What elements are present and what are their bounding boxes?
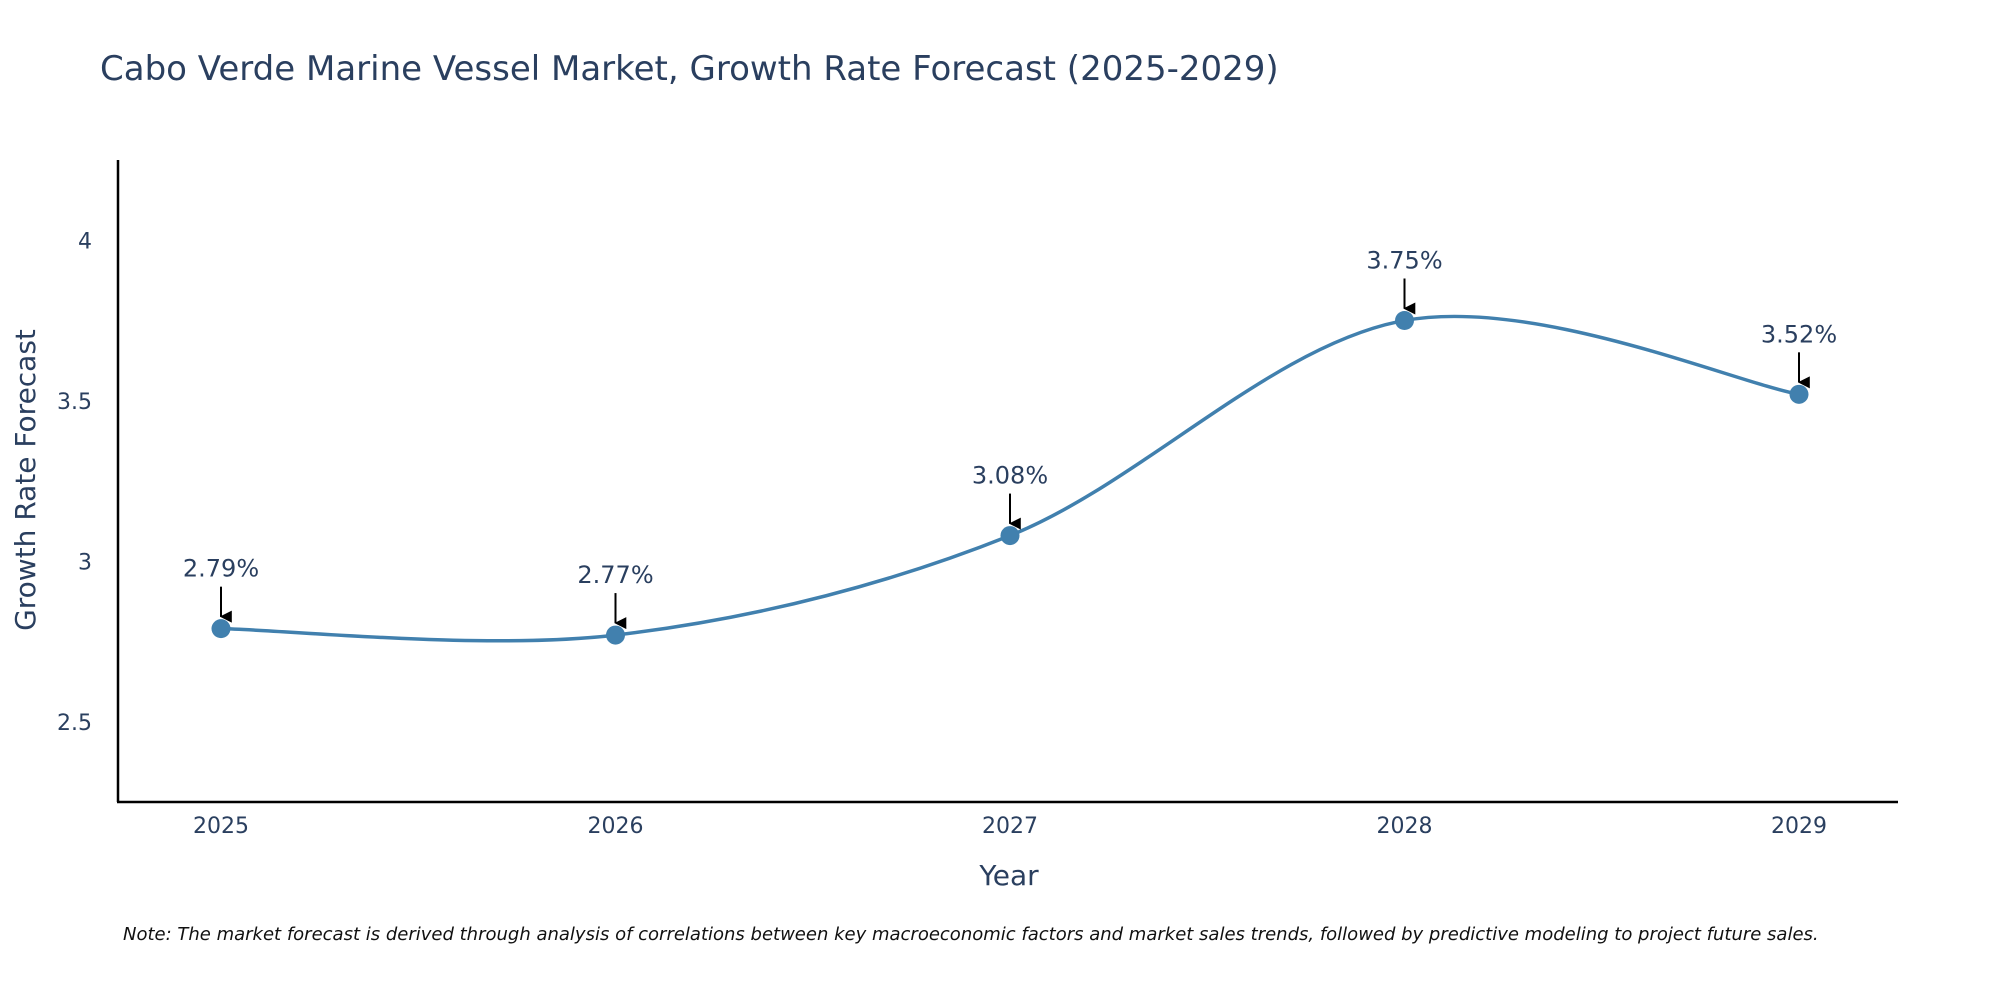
- y-tick-label: 4: [78, 229, 92, 254]
- data-points: [211, 311, 1809, 645]
- data-label-2026: 2.77%: [577, 561, 653, 589]
- x-axis-title: Year: [978, 859, 1039, 892]
- x-tick-label: 2029: [1771, 814, 1827, 839]
- data-label-2029: 3.52%: [1761, 320, 1837, 348]
- x-tick-labels: 2025 2026 2027 2028 2029: [193, 814, 1827, 839]
- y-tick-label: 2.5: [57, 711, 92, 736]
- chart-title: Cabo Verde Marine Vessel Market, Growth …: [100, 49, 1279, 89]
- y-axis-title: Growth Rate Forecast: [9, 329, 42, 631]
- data-label-2025: 2.79%: [183, 555, 259, 583]
- x-tick-label: 2027: [982, 814, 1038, 839]
- data-point-2029: [1789, 384, 1809, 404]
- x-tick-label: 2028: [1377, 814, 1433, 839]
- data-point-2027: [1000, 526, 1020, 546]
- footnote: Note: The market forecast is derived thr…: [123, 924, 1819, 945]
- x-tick-label: 2026: [588, 814, 644, 839]
- data-point-2026: [606, 625, 625, 645]
- data-label-2028: 3.75%: [1366, 247, 1442, 275]
- y-tick-labels: 2.5 3 3.5 4: [57, 229, 92, 736]
- data-point-2025: [211, 619, 231, 639]
- y-tick-label: 3.5: [57, 390, 92, 415]
- data-point-2028: [1395, 311, 1414, 330]
- data-annotations: 2.79% 2.77% 3.08% 3.75% 3.52%: [183, 247, 1837, 630]
- x-tick-label: 2025: [193, 814, 249, 839]
- data-label-2027: 3.08%: [972, 462, 1048, 490]
- y-tick-label: 3: [78, 550, 92, 575]
